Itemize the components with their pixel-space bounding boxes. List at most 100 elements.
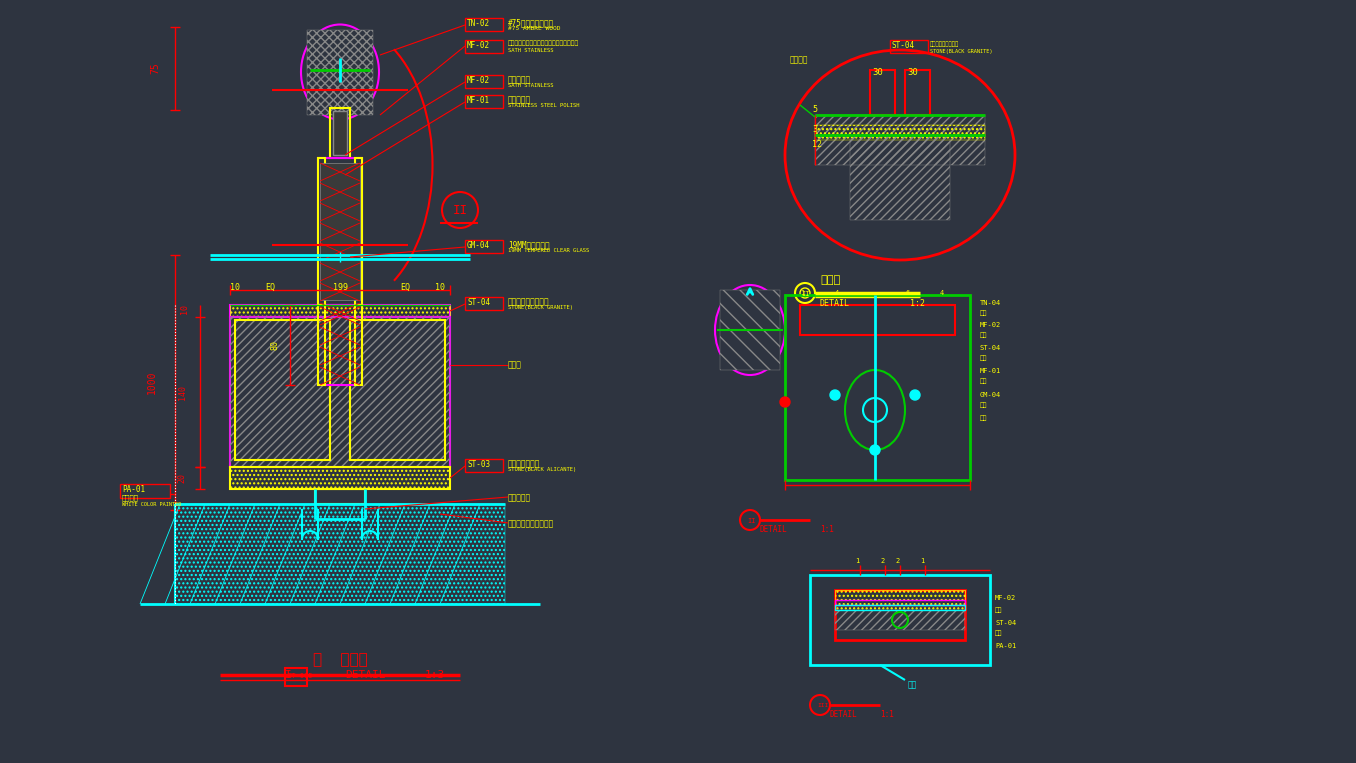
Bar <box>355 305 362 385</box>
Text: TN-02: TN-02 <box>466 19 490 28</box>
Text: 1:3: 1:3 <box>424 670 445 680</box>
Text: 4: 4 <box>835 290 839 296</box>
Text: STONE(BLACK GRANITE): STONE(BLACK GRANITE) <box>930 49 993 54</box>
Text: 1:1: 1:1 <box>880 710 894 719</box>
Text: 3: 3 <box>812 125 818 134</box>
Text: DETAIL: DETAIL <box>830 710 858 719</box>
Bar <box>319 305 362 385</box>
Bar <box>231 317 450 467</box>
Bar <box>815 125 984 140</box>
Text: 4: 4 <box>940 290 944 296</box>
Text: 石材（黑色花岗岩）: 石材（黑色花岗岩） <box>508 297 549 306</box>
Text: ①  大样图: ① 大样图 <box>313 652 367 668</box>
Text: MF-02: MF-02 <box>466 76 490 85</box>
Bar <box>904 70 930 115</box>
Text: ST-03: ST-03 <box>466 460 490 469</box>
Text: GM-04: GM-04 <box>980 392 1001 398</box>
Text: 玻璃: 玻璃 <box>980 402 987 407</box>
Text: 140: 140 <box>178 385 187 400</box>
Circle shape <box>910 390 919 400</box>
Text: 1: 1 <box>919 558 925 564</box>
Bar <box>231 305 450 317</box>
Text: 石材: 石材 <box>980 355 987 361</box>
Bar <box>850 135 951 220</box>
Text: 80: 80 <box>270 340 279 350</box>
Text: 钢管柱连接与端板焊接: 钢管柱连接与端板焊接 <box>508 519 555 528</box>
Text: 2: 2 <box>880 558 884 564</box>
Text: STAINLESS STEEL POLISH: STAINLESS STEEL POLISH <box>508 103 579 108</box>
Text: II: II <box>747 518 755 524</box>
Text: 哑面: 哑面 <box>980 332 987 337</box>
Text: DETAIL: DETAIL <box>759 525 788 534</box>
Text: 199: 199 <box>332 283 347 292</box>
Text: MF-02: MF-02 <box>995 595 1016 601</box>
Bar <box>465 75 503 88</box>
Text: 12: 12 <box>812 140 822 149</box>
Bar <box>835 590 965 610</box>
Bar <box>231 467 450 489</box>
Text: 焊接预埋件: 焊接预埋件 <box>508 493 532 502</box>
Bar <box>285 668 306 686</box>
Text: MF-02: MF-02 <box>466 41 490 50</box>
Text: 30: 30 <box>907 68 918 77</box>
Circle shape <box>780 397 791 407</box>
Text: WHITE COLOR PAINTED: WHITE COLOR PAINTED <box>122 502 182 507</box>
Bar <box>810 575 990 665</box>
Text: 2: 2 <box>895 558 899 564</box>
Text: 处理断开: 处理断开 <box>791 55 808 64</box>
Bar <box>119 484 170 498</box>
Bar <box>319 158 325 305</box>
Text: 1:1: 1:1 <box>820 525 834 534</box>
Bar <box>871 70 895 115</box>
Text: ST-04: ST-04 <box>466 298 490 307</box>
Text: II: II <box>453 204 468 217</box>
Bar <box>320 163 359 300</box>
Text: 1000: 1000 <box>146 370 157 394</box>
Text: 1: 1 <box>800 290 804 296</box>
Bar <box>835 605 965 610</box>
Bar <box>315 489 365 504</box>
Bar <box>319 158 362 305</box>
Text: 实木: 实木 <box>980 310 987 316</box>
Text: 镜光不锈钢: 镜光不锈钢 <box>508 95 532 104</box>
Bar <box>835 590 965 640</box>
Text: 20: 20 <box>178 473 187 483</box>
Text: 5: 5 <box>812 105 818 114</box>
Bar <box>785 295 970 480</box>
Text: PA-01: PA-01 <box>995 643 1016 649</box>
Text: 哑面不锈钢螺丝嵌入施工要求增加铆定件）: 哑面不锈钢螺丝嵌入施工要求增加铆定件） <box>508 40 579 46</box>
Bar <box>465 459 503 472</box>
Bar <box>465 297 503 310</box>
Bar <box>319 305 325 385</box>
Bar <box>231 467 450 489</box>
Bar <box>465 18 503 31</box>
Bar <box>355 158 362 305</box>
Text: EQ: EQ <box>264 283 275 292</box>
Text: 1: 1 <box>856 558 860 564</box>
Text: STONE(BLACK ALICANTE): STONE(BLACK ALICANTE) <box>508 467 576 472</box>
Text: 哑面: 哑面 <box>995 607 1002 613</box>
Text: 19MM钢化清玻璃: 19MM钢化清玻璃 <box>508 240 549 249</box>
Bar <box>334 111 347 155</box>
Text: 石材: 石材 <box>995 630 1002 636</box>
Text: SATH STAINLESS: SATH STAINLESS <box>508 48 553 53</box>
Bar <box>231 305 450 317</box>
Bar <box>235 320 330 460</box>
Bar <box>465 40 503 53</box>
Text: 白色涂料: 白色涂料 <box>122 494 140 501</box>
Text: 10: 10 <box>231 283 240 292</box>
Text: 10: 10 <box>435 283 445 292</box>
Bar <box>465 240 503 253</box>
Text: TN-04: TN-04 <box>980 300 1001 306</box>
Text: 6: 6 <box>904 290 910 296</box>
Bar <box>835 610 965 630</box>
Text: PA-01: PA-01 <box>122 485 145 494</box>
Text: 19MM TEMPERED CLEAR GLASS: 19MM TEMPERED CLEAR GLASS <box>508 248 590 253</box>
Text: 1:2: 1:2 <box>910 299 925 308</box>
Text: 大样图: 大样图 <box>820 275 841 285</box>
Text: 尺寸: 尺寸 <box>980 415 987 420</box>
Bar <box>175 504 504 604</box>
Bar <box>835 600 965 605</box>
Text: 30: 30 <box>872 68 883 77</box>
Text: MF-01: MF-01 <box>466 96 490 105</box>
